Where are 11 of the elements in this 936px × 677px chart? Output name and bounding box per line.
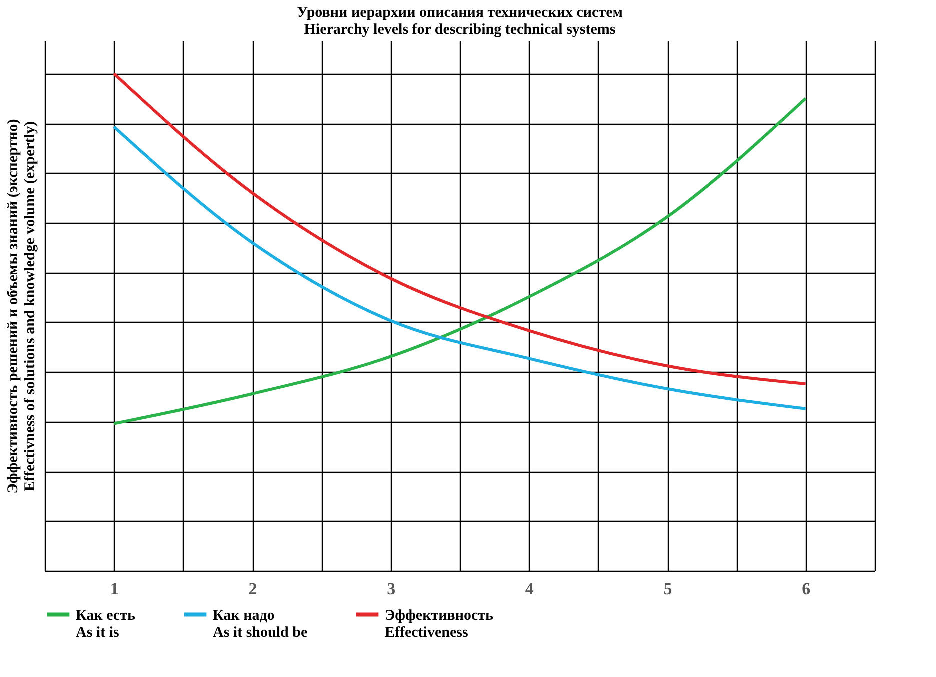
- x-tick-label: 5: [664, 580, 672, 598]
- x-tick-label: 6: [802, 580, 811, 598]
- x-tick-label: 2: [248, 580, 258, 598]
- x-tick-label: 3: [387, 580, 396, 598]
- chart-title: Уровни иерархии описания технических систем Hierarchy levels for describing technical systems: [297, 5, 623, 38]
- legend-label: Эффективность Effectiveness: [385, 608, 494, 641]
- x-tick-label: 4: [525, 580, 534, 598]
- legend-label: Как есть As it is: [76, 608, 136, 641]
- legend-label: Как надо As it should be: [213, 608, 308, 641]
- x-tick-label: 1: [110, 580, 119, 598]
- y-axis-title: Эффективность решений и объемы знаний (экспертно) Effectivness of solutions and knowledge volume (expertly): [6, 119, 38, 494]
